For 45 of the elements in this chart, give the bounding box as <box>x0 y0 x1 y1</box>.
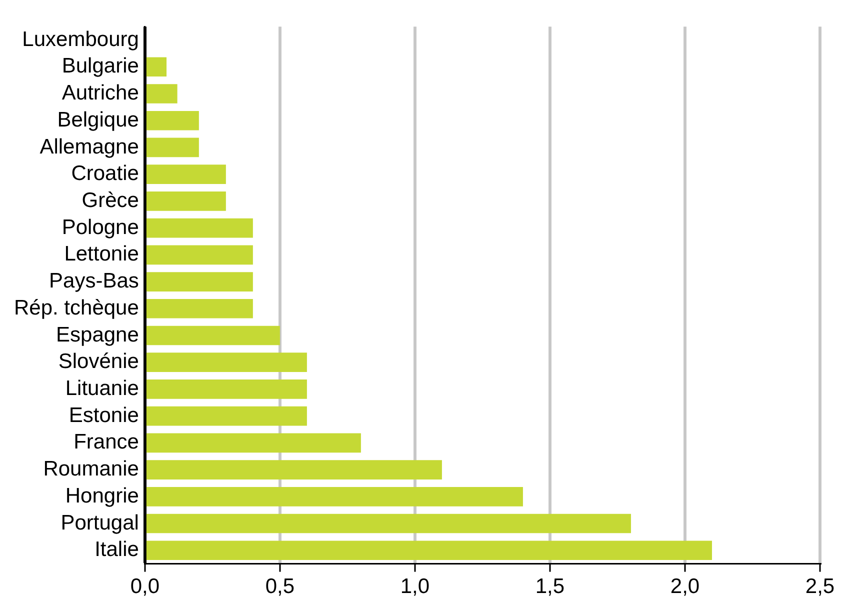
y-tick-label: Roumanie <box>43 458 139 481</box>
bar <box>146 218 253 238</box>
y-tick-label: Slovénie <box>58 350 139 374</box>
x-tick-label: 0,5 <box>265 575 295 598</box>
bar <box>146 84 178 104</box>
bar <box>146 380 307 399</box>
bar <box>146 433 361 453</box>
y-tick-label: France <box>74 430 139 454</box>
bar <box>146 326 280 346</box>
y-tick-label: Espagne <box>56 323 139 346</box>
bar <box>146 352 307 372</box>
bar <box>146 460 442 480</box>
bar <box>146 57 167 77</box>
y-tick-label: Belgique <box>57 108 139 132</box>
y-tick-label: Hongrie <box>65 484 139 508</box>
bar <box>146 110 199 130</box>
bar <box>146 514 631 534</box>
y-tick-label: Bulgarie <box>62 54 139 78</box>
bar <box>146 245 253 265</box>
y-tick-label: Pologne <box>62 216 139 239</box>
bar <box>146 540 712 560</box>
x-tick-label: 2,5 <box>805 575 835 598</box>
bar <box>146 138 199 158</box>
x-tick-label: 0,0 <box>130 575 160 598</box>
y-tick-label: Lettonie <box>64 242 139 266</box>
y-tick-label: Autriche <box>62 82 139 105</box>
bar <box>146 406 307 426</box>
y-tick-label: Italie <box>94 538 139 562</box>
y-tick-label: Pays-Bas <box>49 270 139 293</box>
y-tick-label: Croatie <box>71 162 139 186</box>
y-tick-label: Allemagne <box>40 135 139 158</box>
y-tick-label: Lituanie <box>65 377 139 400</box>
y-tick-label: Grèce <box>82 188 139 212</box>
x-tick-label: 2,0 <box>670 575 700 598</box>
x-tick-label: 1,5 <box>535 575 565 598</box>
bar <box>146 192 226 211</box>
y-tick-label: Luxembourg <box>22 28 139 51</box>
bar <box>146 298 253 318</box>
y-tick-label: Portugal <box>60 511 139 534</box>
y-tick-label: Rép. tchèque <box>14 296 139 320</box>
bar <box>146 486 523 506</box>
x-tick-label: 1,0 <box>400 575 430 598</box>
y-tick-label: Estonie <box>68 404 139 427</box>
bar <box>146 272 253 292</box>
bar <box>146 164 226 184</box>
